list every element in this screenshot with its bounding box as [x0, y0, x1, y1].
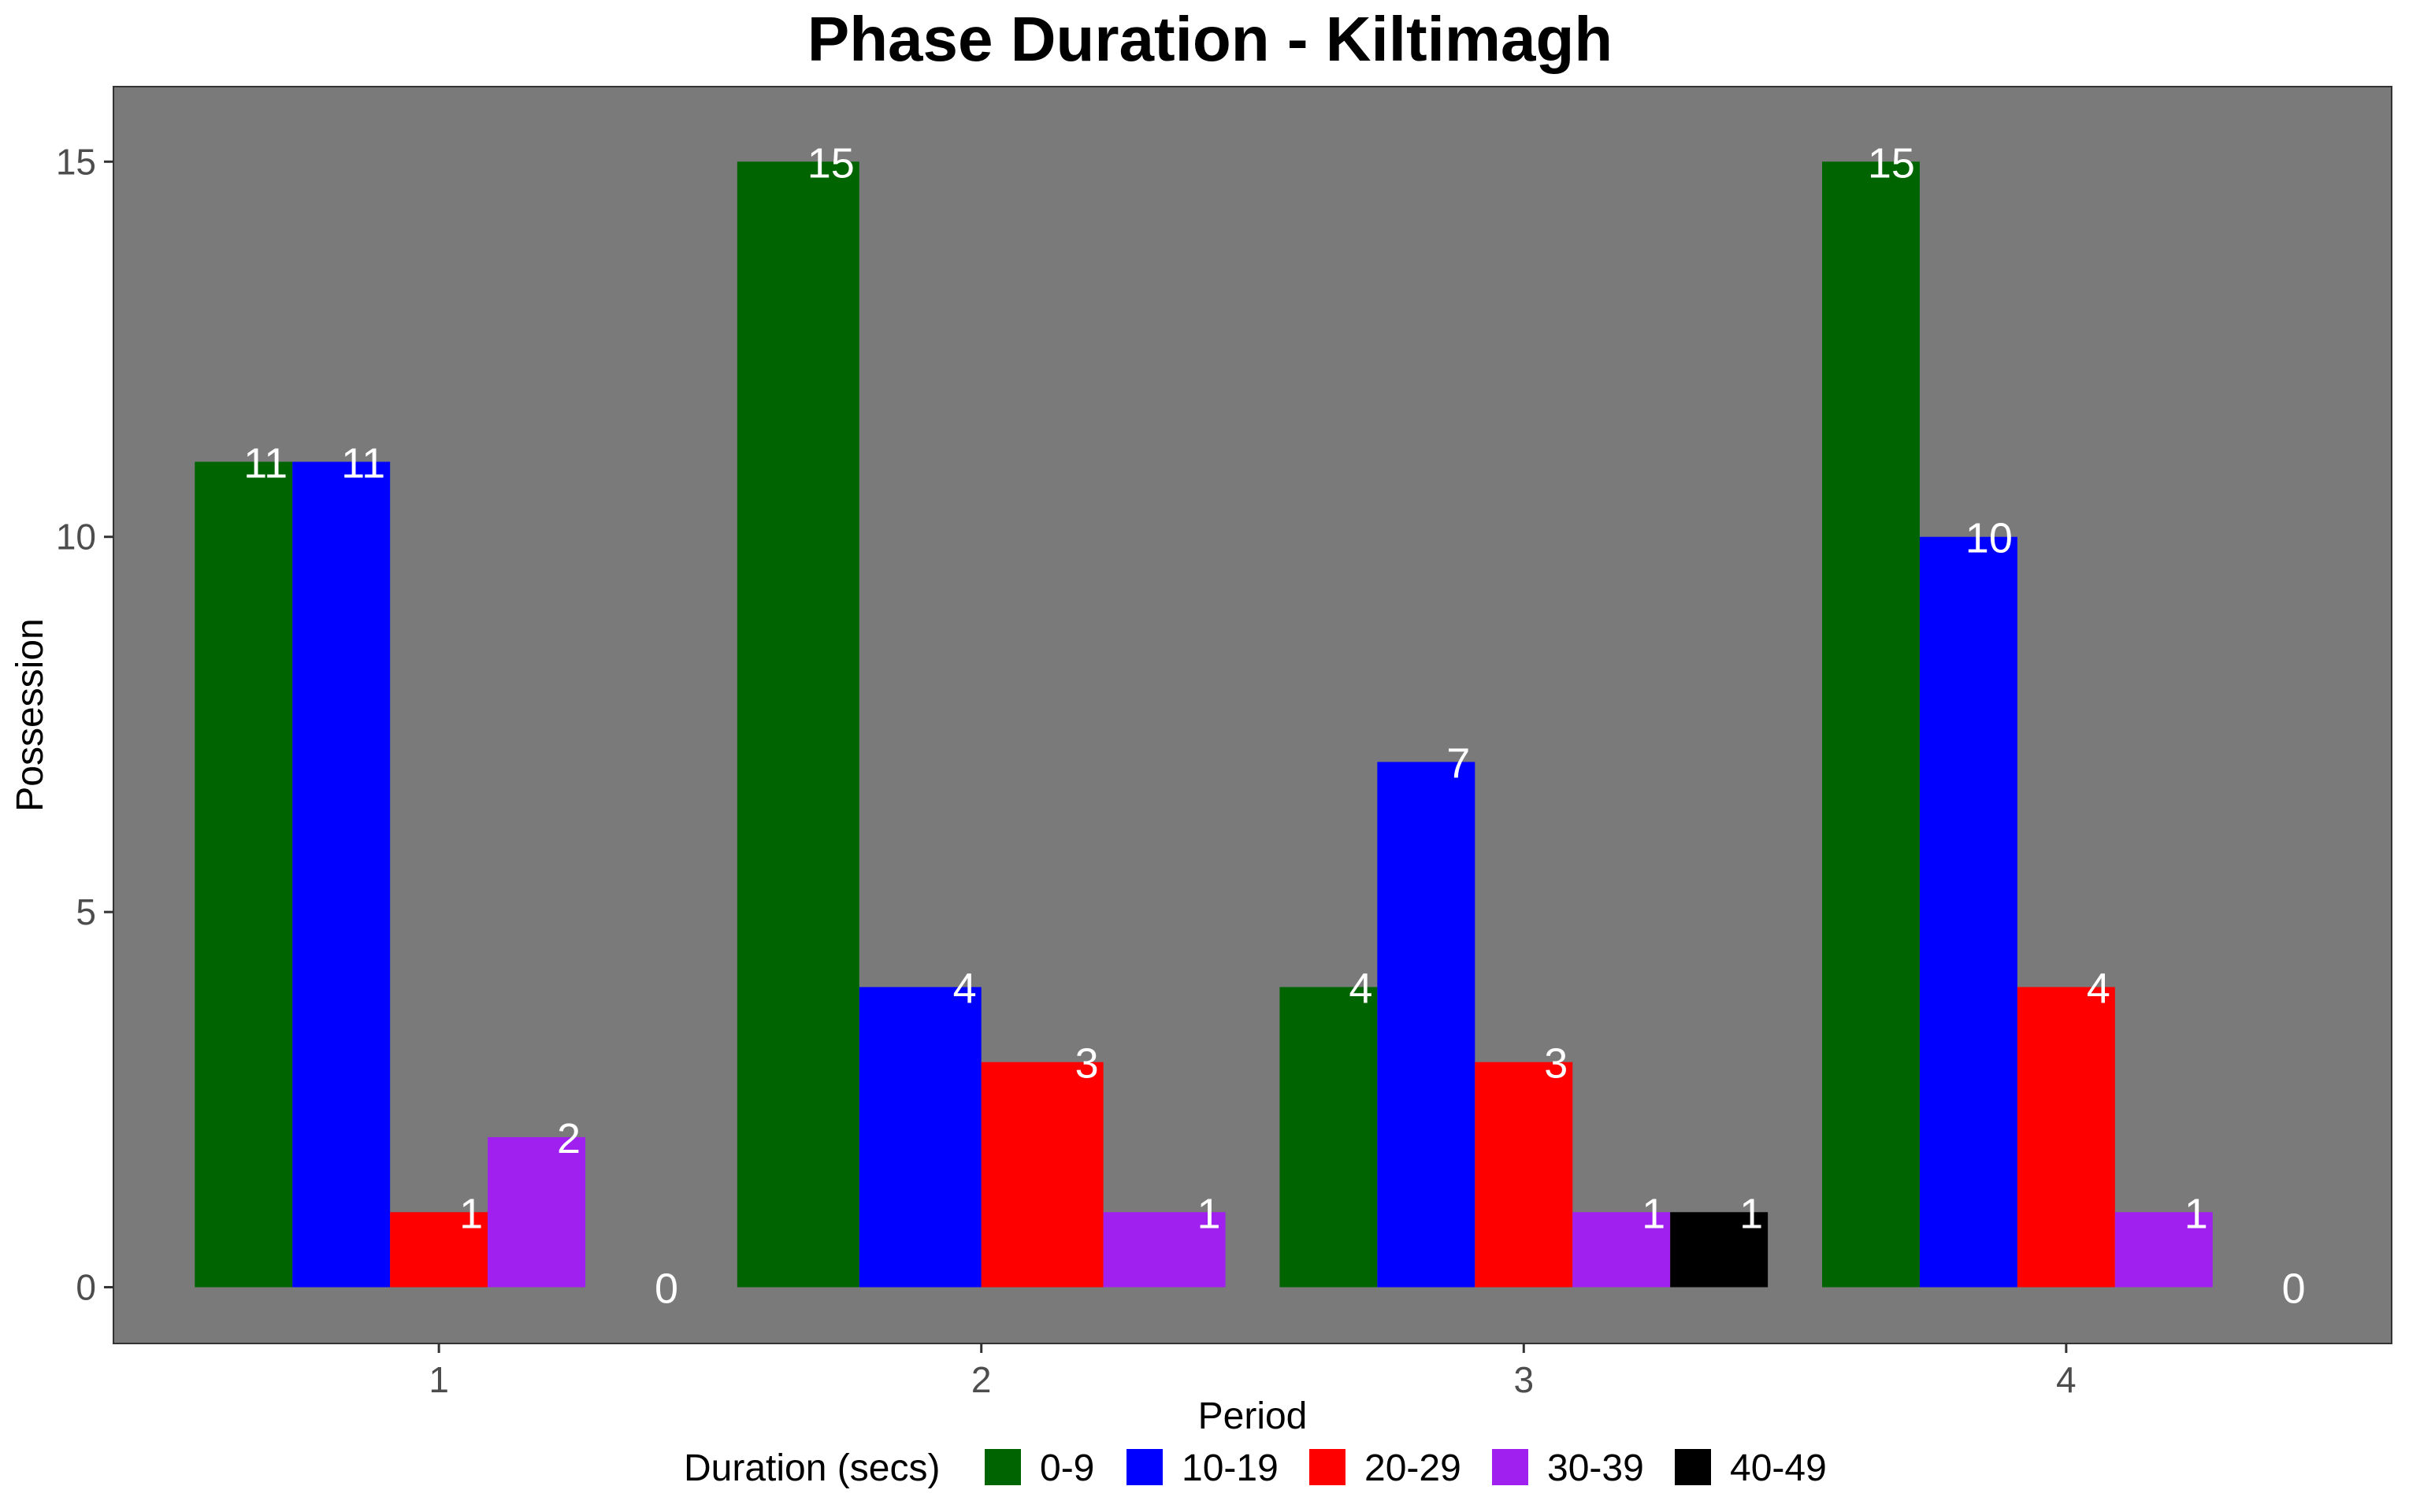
legend-key-40-49 [1675, 1449, 1711, 1485]
y-tick-label: 0 [76, 1267, 96, 1308]
legend-label-30-39: 30-39 [1547, 1447, 1644, 1489]
bar-label: 10 [1965, 515, 2013, 562]
bar-label: 15 [1868, 139, 1915, 187]
bar-0-9-period-4 [1822, 161, 1920, 1288]
bars [195, 161, 2213, 1288]
x-tick-label: 2 [971, 1359, 992, 1400]
x-axis: 1 2 3 4 [429, 1343, 2077, 1400]
bar-10-19-period-1 [292, 461, 391, 1288]
x-tick-label: 1 [429, 1359, 449, 1400]
legend-label-10-19: 10-19 [1182, 1447, 1279, 1489]
bar-label: 0 [2282, 1266, 2306, 1313]
y-axis-title: Possession [9, 618, 51, 811]
bar-label: 1 [459, 1190, 483, 1237]
y-axis: 0 5 10 15 [56, 141, 113, 1308]
legend-key-30-39 [1492, 1449, 1528, 1485]
y-tick-label: 5 [76, 891, 96, 932]
bar-label: 3 [1075, 1040, 1099, 1088]
bar-label: 1 [2184, 1190, 2208, 1237]
bar-10-19-period-4 [1919, 536, 2017, 1288]
bar-30-39-period-2 [1103, 1212, 1226, 1288]
bar-30-39-period-3 [1572, 1212, 1671, 1288]
legend-title: Duration (secs) [684, 1447, 940, 1489]
bar-30-39-period-1 [488, 1136, 586, 1288]
bar-label: 1 [1197, 1190, 1221, 1237]
legend-key-10-19 [1126, 1449, 1163, 1485]
legend-label-0-9: 0-9 [1040, 1447, 1094, 1489]
bar-label: 11 [341, 439, 385, 487]
bar-label: 0 [655, 1266, 678, 1313]
legend: Duration (secs) 0-9 10-19 20-29 30-39 40-49 [684, 1447, 1827, 1489]
legend-label-40-49: 40-49 [1730, 1447, 1827, 1489]
x-axis-title: Period [1198, 1395, 1308, 1437]
bar-label: 2 [557, 1115, 581, 1162]
bar-20-29-period-1 [390, 1212, 488, 1288]
legend-label-20-29: 20-29 [1364, 1447, 1461, 1489]
bar-0-9-period-1 [195, 461, 293, 1288]
x-tick-label: 3 [1513, 1359, 1534, 1400]
bar-label: 4 [2087, 965, 2110, 1012]
bar-30-39-period-4 [2114, 1212, 2213, 1288]
bar-label: 3 [1544, 1040, 1568, 1088]
bar-20-29-period-4 [2017, 987, 2115, 1288]
bar-label: 4 [1349, 965, 1372, 1012]
chart-title: Phase Duration - Kiltimagh [807, 4, 1613, 74]
y-tick-label: 15 [56, 141, 96, 182]
bar-20-29-period-2 [981, 1062, 1104, 1288]
y-tick-label: 10 [56, 517, 96, 558]
bar-label: 7 [1446, 740, 1470, 788]
bar-label: 1 [1642, 1190, 1665, 1237]
bar-0-9-period-2 [737, 161, 859, 1288]
x-tick-label: 4 [2056, 1359, 2077, 1400]
bar-40-49-period-3 [1670, 1212, 1769, 1288]
bar-label: 4 [953, 965, 977, 1012]
bar-10-19-period-2 [859, 987, 982, 1288]
bar-label: 15 [807, 139, 855, 187]
bar-label: 11 [243, 439, 288, 487]
bar-label: 1 [1739, 1190, 1763, 1237]
bar-0-9-period-3 [1279, 987, 1378, 1288]
bar-20-29-period-3 [1475, 1062, 1573, 1288]
bar-10-19-period-3 [1377, 762, 1475, 1288]
legend-key-20-29 [1309, 1449, 1345, 1485]
legend-key-0-9 [985, 1449, 1021, 1485]
